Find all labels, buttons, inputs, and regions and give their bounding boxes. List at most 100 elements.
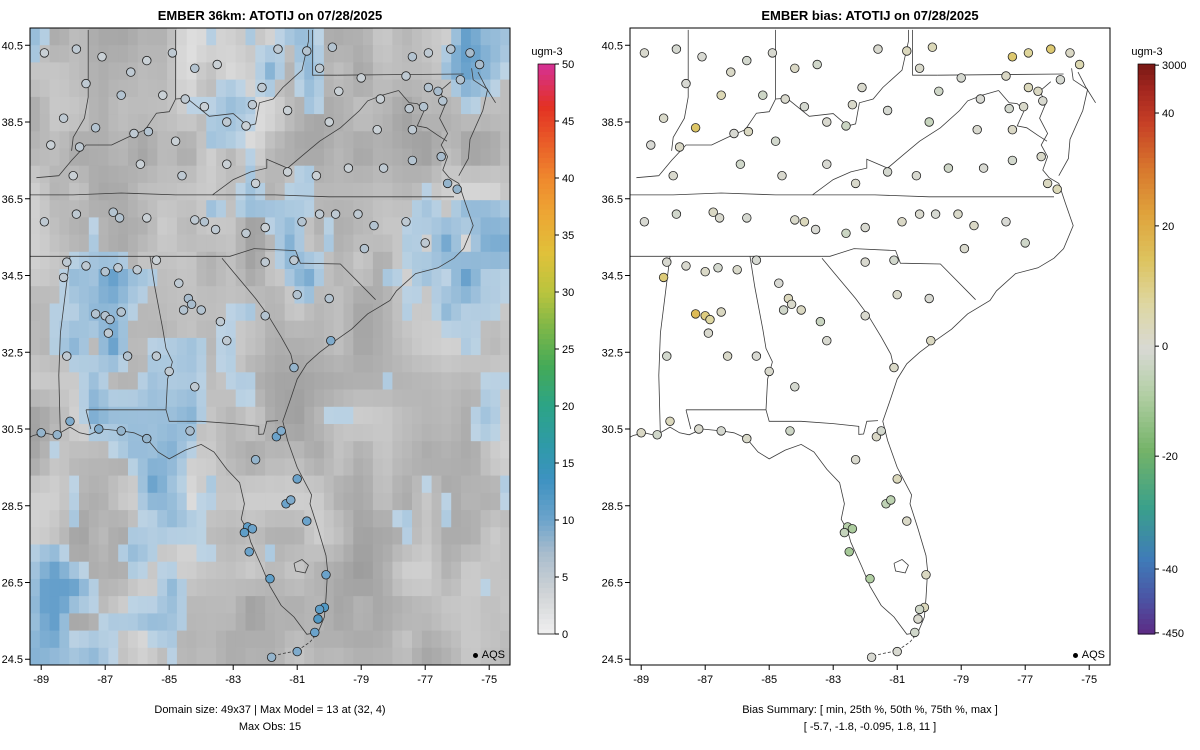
station-point [244,547,254,557]
station-point [177,170,187,181]
station-point [58,272,69,283]
right-caption: Bias Summary: [ min, 25th %, 50th %, 75t… [630,702,1110,736]
station-point [68,170,78,181]
station-point [185,426,195,436]
station-point [767,48,778,58]
station-point [407,124,418,135]
station-point [142,433,152,444]
station-point [39,217,50,227]
y-tick-label: 40.5 [2,40,23,52]
station-point [953,209,963,219]
station-point [914,209,925,219]
station-point [465,48,475,58]
station-point [164,366,174,377]
station-point [735,159,746,169]
station-point [780,94,790,104]
station-point [58,113,69,123]
x-tick-label: -75 [1081,674,1097,686]
station-point [1001,71,1011,81]
y-tick-label: 26.5 [602,577,623,589]
colorbar-tick-label: 50 [562,59,574,71]
station-point [250,455,261,465]
left-caption-line1: Domain size: 49x37 | Max Model = 13 at (… [154,704,386,716]
station-point [873,44,883,54]
station-point [199,217,210,227]
station-point [930,209,941,219]
station-point [433,86,443,97]
station-point [135,159,146,169]
station-point [764,366,774,377]
station-point [282,105,293,116]
station-point [423,48,434,58]
station-point [167,48,178,58]
station-point [1046,44,1056,54]
station-point [265,574,275,584]
station-point [790,215,800,225]
station-point [1018,101,1029,112]
station-point [404,103,414,114]
station-point [334,86,344,97]
station-point [114,213,125,223]
station-point [839,527,850,538]
station-point [742,433,752,444]
station-point [876,426,886,436]
station-point [892,646,902,657]
station-point [401,217,411,227]
station-point [742,213,752,223]
station-point [100,267,110,277]
station-point [180,94,190,104]
station-point [902,516,912,526]
axes: -89 -87 -85 -83 -81 -79 -77 -75 24.5 26.5 28.5 30.5… [602,40,1098,686]
station-points [36,42,485,663]
station-point [921,570,931,580]
station-point [324,117,334,127]
station-point [250,178,261,189]
station-point [52,430,62,440]
colorbar-tick-label: 10 [562,515,574,527]
station-point [452,184,462,194]
right-colorbar-label: ugm-3 [1131,46,1163,58]
station-point [882,167,893,177]
y-tick-label: 32.5 [2,347,23,359]
station-point [882,105,893,116]
station-point [729,128,739,139]
station-point [681,261,691,271]
station-point [143,126,154,137]
station-point [700,267,710,277]
station-point [71,209,82,219]
x-tick-label: -79 [353,674,369,686]
left-panel-title: EMBER 36km: ATOTIJ on 07/28/2025 [157,8,383,23]
station-point [658,272,669,283]
station-point [697,52,707,62]
station-point [860,257,870,267]
colorbar-tick-label: 25 [562,344,574,356]
station-point [407,155,418,166]
colorbar-tick-label: -450 [1162,628,1184,640]
station-point [375,94,386,104]
station-point [927,42,938,52]
station-point [359,243,370,254]
station-point [372,124,382,135]
station-point [889,362,899,373]
station-point [841,121,851,131]
y-tick-label: 38.5 [2,117,23,129]
station-point [822,117,832,127]
station-point [158,90,168,100]
station-point [90,123,101,133]
station-point [841,228,851,239]
colorbar-tick-label: 0 [1162,341,1168,353]
station-point [897,217,907,227]
station-point [713,263,723,273]
station-point [401,71,411,81]
station-point [703,328,714,338]
station-point [446,44,456,54]
station-point [751,255,762,265]
station-point [1074,59,1085,70]
station-point [81,261,91,271]
station-point [151,255,162,265]
station-point [174,278,184,288]
station-point [289,362,299,373]
station-point [108,207,118,217]
station-point [378,163,389,173]
station-point [671,44,682,54]
